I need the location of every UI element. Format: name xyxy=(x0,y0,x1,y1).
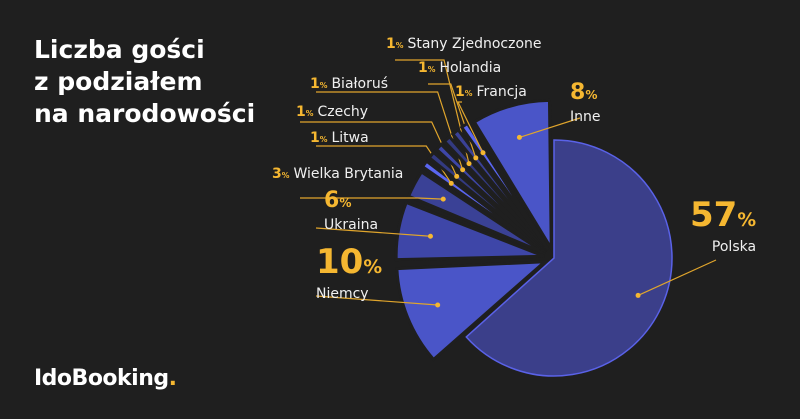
slice-label: 3% Wielka Brytania xyxy=(272,166,403,182)
leader-dot xyxy=(454,173,460,179)
leader-dot xyxy=(466,161,472,167)
leader-dot xyxy=(440,196,446,202)
slice-value: 1% xyxy=(386,36,404,52)
slice-value: 6% xyxy=(324,188,352,213)
leader-line xyxy=(519,117,581,138)
slice-label: 10% Niemcy xyxy=(316,242,382,302)
leader-dot xyxy=(427,233,433,239)
leader-line xyxy=(315,227,431,237)
slice-label: 1% Stany Zjednoczone xyxy=(386,36,542,52)
leader-line xyxy=(300,197,444,200)
leader-dot xyxy=(516,134,522,140)
slice-label: 1% Francja xyxy=(455,84,527,100)
pie-slice-niemcy xyxy=(395,260,549,362)
leader-line xyxy=(395,59,470,164)
leader-line xyxy=(316,145,452,184)
slice-value: 1% xyxy=(418,60,436,76)
leader-dot xyxy=(460,167,466,173)
slice-label: 1% Holandia xyxy=(418,60,501,76)
slice-label: 6% Ukraina xyxy=(324,188,378,233)
leader-dot xyxy=(473,155,479,161)
slice-label: 1% Białoruś xyxy=(310,76,388,92)
leader-dot xyxy=(448,180,454,186)
slice-value: 1% xyxy=(310,76,328,92)
slice-value: 1% xyxy=(310,130,328,146)
slice-label: 57% Polska xyxy=(690,195,756,255)
pie-slice-ukraina xyxy=(394,200,545,262)
leader-line xyxy=(315,295,438,306)
pie-slice-polska xyxy=(465,139,673,377)
slice-label: 8% Inne xyxy=(570,80,601,125)
slice-name: Czechy xyxy=(317,104,369,120)
slice-value: 3% xyxy=(272,166,290,182)
leader-dot xyxy=(635,292,641,298)
slice-label: 1% Litwa xyxy=(310,130,369,146)
leader-dot xyxy=(435,302,441,308)
leader-dot xyxy=(480,150,486,156)
slice-name: Niemcy xyxy=(316,286,369,302)
chart-title: Liczba gości z podziałem na narodowości xyxy=(34,35,256,128)
slice-value: 10% xyxy=(316,242,383,282)
slice-name: Wielka Brytania xyxy=(293,166,404,182)
slice-name: Inne xyxy=(570,109,601,125)
slice-value: 8% xyxy=(570,80,598,105)
pie-slice-inne xyxy=(472,98,553,254)
leader-line xyxy=(457,101,484,153)
slice-value: 1% xyxy=(296,104,314,120)
slice-name: Białoruś xyxy=(331,76,388,92)
slice-label: 1% Czechy xyxy=(296,104,368,120)
slice-name: Stany Zjednoczone xyxy=(407,36,542,52)
leader-line xyxy=(637,259,717,296)
slice-value: 1% xyxy=(455,84,473,100)
slice-value: 57% xyxy=(690,195,757,235)
slice-name: Holandia xyxy=(439,60,502,76)
pie-slice-wielka-brytania xyxy=(406,169,546,255)
slice-name: Litwa xyxy=(331,130,369,146)
slice-name: Ukraina xyxy=(324,217,379,233)
slice-name: Francja xyxy=(476,84,527,100)
slice-name: Polska xyxy=(711,239,757,255)
idobooking-logo: IdoBooking. xyxy=(34,366,177,391)
